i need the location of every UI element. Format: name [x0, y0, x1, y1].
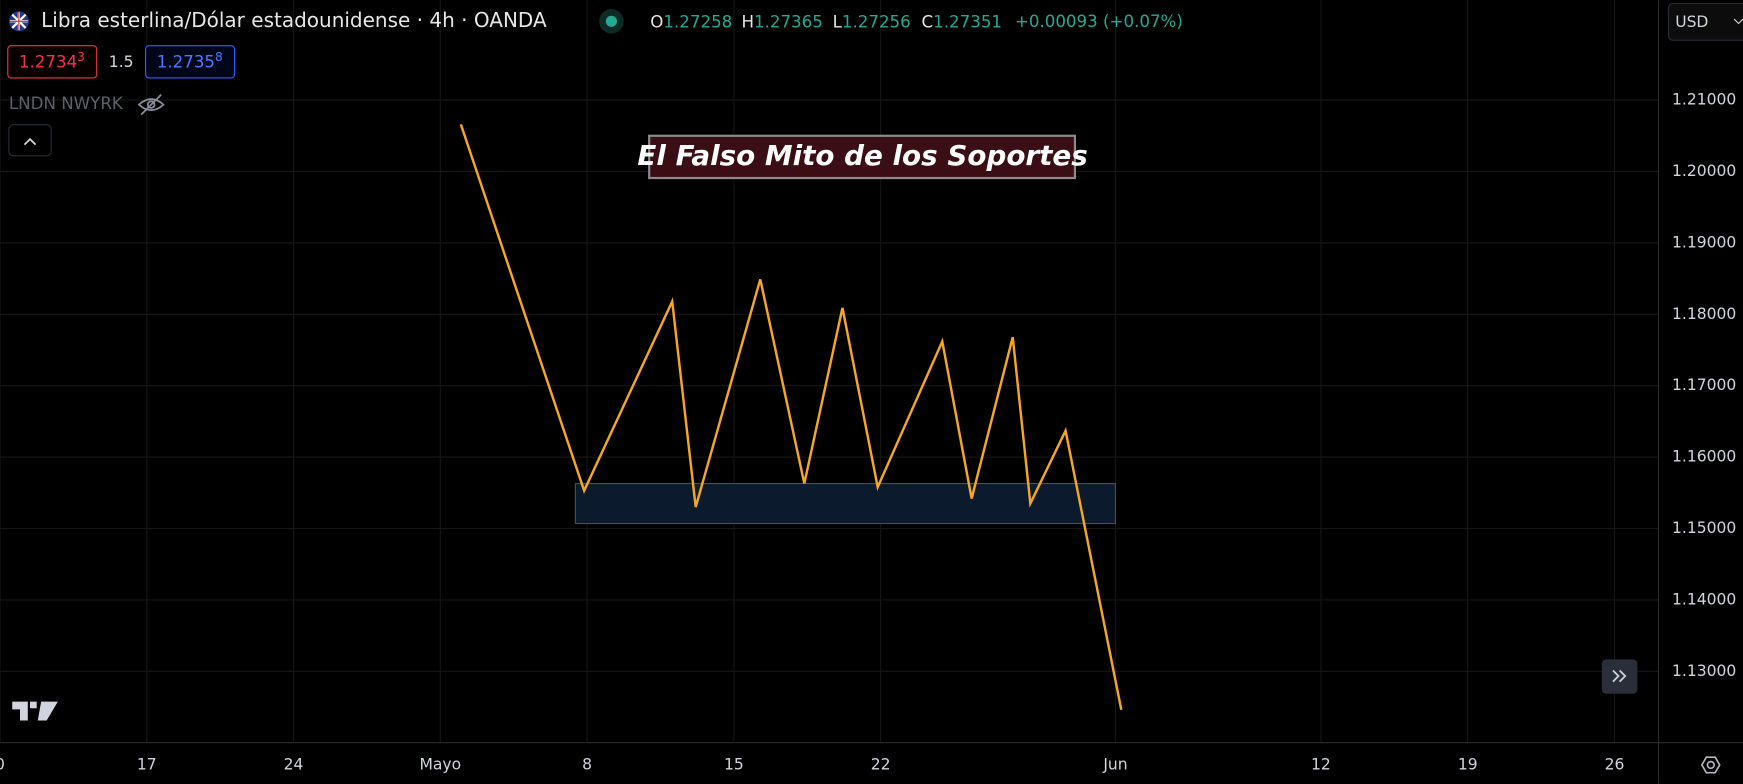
hide-icon[interactable]: [137, 94, 165, 116]
collapse-icon: [23, 137, 37, 146]
ohlc-item: C1.27351: [922, 12, 1003, 31]
ohlc-value: 1.27351: [933, 12, 1002, 31]
y-tick-label: 1.14000: [1672, 590, 1736, 608]
plot: El Falso Mito de los Soportes: [459, 124, 1123, 711]
ohlc-value: 1.27256: [842, 12, 911, 31]
sell-price[interactable]: 1.27343: [19, 49, 85, 71]
y-tick-label: 1.17000: [1672, 376, 1736, 394]
ohlc-label: L: [833, 12, 843, 31]
sell-button[interactable]: [7, 45, 98, 79]
y-tick-label: 1.19000: [1672, 233, 1736, 251]
y-tick-label: 1.20000: [1672, 162, 1736, 180]
ohlc-item: O1.27258: [650, 12, 732, 31]
ohlc-value: 1.27365: [754, 12, 823, 31]
flag-cross-red: [10, 12, 28, 31]
support-zone: [574, 482, 1117, 525]
y-tick-label: 1.21000: [1672, 91, 1736, 109]
scroll-button[interactable]: [1601, 659, 1638, 694]
change: +0.00093 (+0.07%): [1015, 12, 1183, 31]
y-tick-label: 1.15000: [1672, 519, 1736, 537]
buy-button[interactable]: [145, 45, 236, 79]
ohlc: O1.27258 H1.27365 L1.27256 C1.27351: [650, 12, 1002, 31]
ohlc-item: H1.27365: [741, 12, 822, 31]
y-tick-label: 1.16000: [1672, 448, 1736, 466]
x-tick-label: Mayo: [419, 755, 461, 773]
tv-logo[interactable]: [12, 701, 58, 721]
annotation-box: [648, 134, 1077, 180]
x-tick-label: 24: [284, 755, 304, 773]
x-tick-label: 19: [1458, 755, 1478, 773]
x-tick-label: 8: [582, 755, 592, 773]
ohlc-value: 1.27258: [663, 12, 732, 31]
currency-chevron: [1733, 18, 1743, 25]
ohlc-label: H: [741, 12, 754, 31]
currency[interactable]: USD: [1675, 13, 1708, 31]
x-tick-label: 26: [1605, 755, 1625, 773]
spread: 1.5: [109, 53, 134, 71]
x-tick-label: 0: [0, 755, 5, 773]
status-dot: [605, 15, 617, 27]
annotation: El Falso Mito de los Soportes: [637, 139, 1087, 172]
y-tick-label: 1.18000: [1672, 305, 1736, 323]
x-tick-label: 12: [1311, 755, 1331, 773]
symbol-title[interactable]: Libra esterlina/Dólar estadounidense · 4…: [41, 8, 547, 32]
x-tick-label: 22: [871, 755, 891, 773]
ohlc-label: C: [922, 12, 934, 31]
x-tick-label: 17: [137, 755, 157, 773]
x-tick-label: Jun: [1102, 755, 1127, 773]
x-tick-label: 15: [724, 755, 744, 773]
y-tick-label: 1.13000: [1672, 662, 1736, 680]
ohlc-item: L1.27256: [833, 12, 911, 31]
sessions: LNDN NWYRK: [9, 94, 124, 113]
ohlc-label: O: [650, 12, 663, 31]
price-line: [459, 124, 1123, 711]
currency-button[interactable]: [1667, 2, 1743, 41]
buy-price[interactable]: 1.27358: [157, 49, 223, 71]
settings-icon[interactable]: [1700, 756, 1721, 774]
scroll-icon: [1612, 669, 1627, 683]
